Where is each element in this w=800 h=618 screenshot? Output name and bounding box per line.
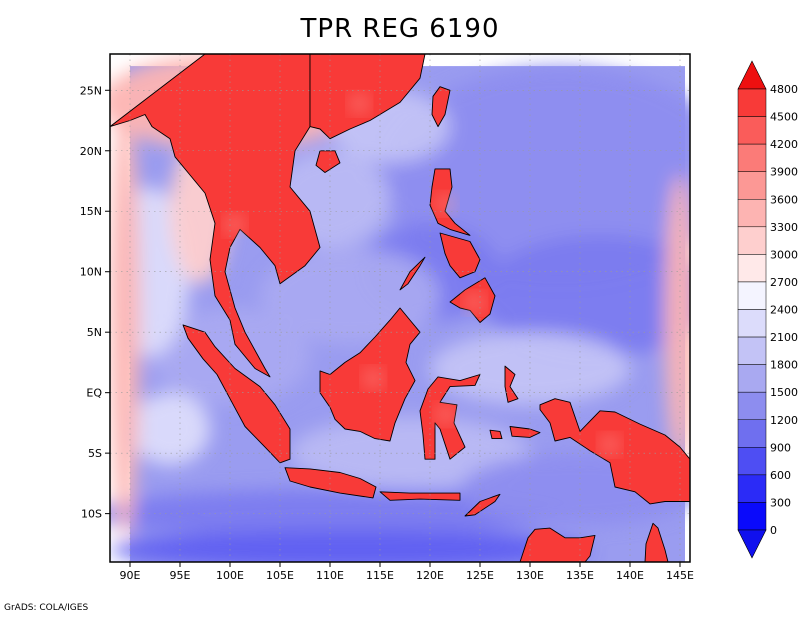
colorbar-swatch <box>737 391 767 420</box>
colorbar-swatch <box>737 171 767 200</box>
colorbar-label: 1200 <box>770 414 798 427</box>
lon-tick-label: 120E <box>416 569 444 582</box>
colorbar-label: 300 <box>770 496 791 509</box>
lon-tick-label: 135E <box>566 569 594 582</box>
land-australia <box>519 527 596 562</box>
land-south-china <box>309 54 426 140</box>
land-texture <box>435 193 456 214</box>
plot-frame <box>109 53 691 563</box>
colorbar-swatch <box>737 364 767 393</box>
colorbar-label: 2700 <box>770 276 798 289</box>
colorbar-label: 900 <box>770 441 791 454</box>
field-region <box>130 392 210 466</box>
lon-tick-label: 90E <box>120 569 141 582</box>
colorbar-label: 600 <box>770 469 791 482</box>
colorbar-label: 2100 <box>770 331 798 344</box>
colorbar-label: 0 <box>770 524 777 537</box>
colorbar-label: 1500 <box>770 386 798 399</box>
field-region <box>290 416 530 490</box>
colorbar-swatch <box>737 447 767 476</box>
colorbar-swatch <box>737 336 767 365</box>
lon-tick-label: 115E <box>366 569 394 582</box>
land-luzon <box>429 168 471 236</box>
field-region <box>110 530 590 562</box>
land-lesser-sunda <box>379 491 461 501</box>
colorbar-swatch <box>737 199 767 228</box>
map-title: TPR REG 6190 <box>300 14 500 44</box>
land-texture <box>435 404 456 425</box>
lat-tick-label: EQ <box>86 387 102 400</box>
land-hainan <box>315 150 341 173</box>
colorbar-label: 4800 <box>770 83 798 96</box>
colorbar-swatch <box>737 143 767 172</box>
lon-tick-label: 100E <box>216 569 244 582</box>
land-sumatra <box>182 324 291 464</box>
land-texture <box>464 292 485 313</box>
land-buru <box>489 429 503 440</box>
land-palawan <box>399 256 426 291</box>
colorbar-label: 4200 <box>770 138 798 151</box>
land-texture <box>349 93 370 114</box>
colorbar-label: 3900 <box>770 166 798 179</box>
land-areas <box>110 54 690 562</box>
colorbar-swatch <box>737 226 767 255</box>
land-halmahera <box>504 365 519 403</box>
land-timor <box>464 493 501 517</box>
latitude-axis: 25N 20N 15N 10N 5N EQ 5S 10S <box>80 84 110 521</box>
land-texture <box>599 434 620 455</box>
colorbar-swatch <box>737 254 767 283</box>
credit-label: GrADS: COLA/IGES <box>4 603 89 613</box>
field-region <box>110 102 140 538</box>
colorbar-bottom-arrow <box>737 529 767 559</box>
land-mindoro-visayas <box>439 232 481 279</box>
lon-tick-label: 145E <box>666 569 694 582</box>
land-taiwan <box>431 86 451 128</box>
longitude-axis: 90E 95E 100E 105E 110E 115E 120E 125E 130E 135E 14… <box>120 562 694 582</box>
land-texture <box>224 214 245 235</box>
field-region <box>480 235 690 357</box>
colorbar-swatch <box>737 502 767 531</box>
lon-tick-label: 110E <box>316 569 344 582</box>
colorbar-label: 1800 <box>770 359 798 372</box>
land-indochina <box>110 54 321 378</box>
colorbar-label: 2400 <box>770 304 798 317</box>
colorbar-label: 4500 <box>770 111 798 124</box>
colorbar-swatch <box>737 281 767 310</box>
land-java <box>284 467 377 499</box>
lon-tick-label: 140E <box>616 569 644 582</box>
colorbar-label: 3000 <box>770 248 798 261</box>
lon-tick-label: 95E <box>170 569 191 582</box>
lon-tick-label: 130E <box>516 569 544 582</box>
lon-tick-label: 125E <box>466 569 494 582</box>
colorbar-label: 3300 <box>770 221 798 234</box>
colorbar-swatch <box>737 88 767 117</box>
lat-tick-label: 5N <box>87 326 102 339</box>
field-region <box>110 489 570 538</box>
colorbar-swatch <box>737 116 767 145</box>
colorbar-swatch <box>737 309 767 338</box>
lat-tick-label: 15N <box>80 205 102 218</box>
lat-tick-label: 5S <box>88 447 102 460</box>
colorbar-swatch <box>737 474 767 503</box>
land-cape-york <box>644 522 669 562</box>
lat-tick-label: 10S <box>81 508 102 521</box>
grid-lines <box>110 54 690 562</box>
land-texture <box>363 368 384 389</box>
lon-tick-label: 105E <box>266 569 294 582</box>
lat-tick-label: 20N <box>80 145 102 158</box>
colorbar-label: 3600 <box>770 193 798 206</box>
colorbar-swatch <box>737 419 767 448</box>
land-seram <box>509 426 541 438</box>
lat-tick-label: 25N <box>80 84 102 97</box>
lat-tick-label: 10N <box>80 266 102 279</box>
colorbar-top-arrow <box>737 60 767 90</box>
colorbar: 4800450042003900360033003000270024002100… <box>737 60 798 559</box>
